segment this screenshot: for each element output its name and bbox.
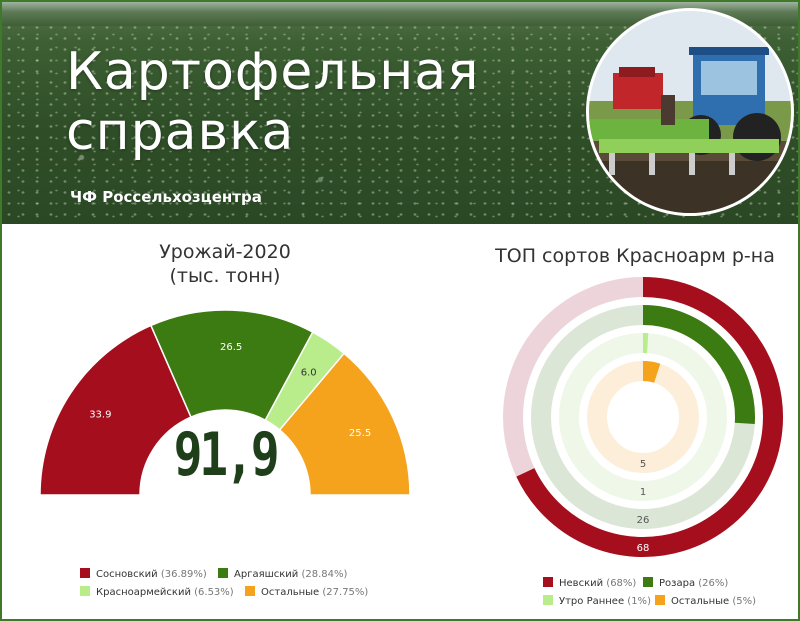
harvest-chart-title: Урожай-2020 (тыс. тонн) <box>110 240 340 288</box>
legend-percent: (27.75%) <box>322 587 369 598</box>
legend-percent: (36.89%) <box>160 569 207 580</box>
slice-0[interactable] <box>39 324 192 496</box>
ring-bar-3[interactable] <box>642 361 661 383</box>
ring-track-3 <box>587 361 699 473</box>
ring-value-label-0: 68 <box>637 543 650 554</box>
legend-item-sosnovsky[interactable]: Сосновский (36.89%) <box>80 568 207 580</box>
legend-label: Сосновский <box>96 569 158 580</box>
legend-percent: (26%) <box>698 578 729 589</box>
varieties-radial-bar-chart: 68 26 1 5 <box>503 277 783 557</box>
legend-percent: (6.53%) <box>194 587 234 598</box>
ring-value-label-1: 26 <box>637 515 650 526</box>
legend-swatch <box>655 595 665 605</box>
harvest-chart-title-text: Урожай-2020 <box>159 241 291 263</box>
page-subtitle: ЧФ Россельхозцентра <box>70 188 262 206</box>
legend-item-utro-rannee[interactable]: Утро Раннее (1%) <box>543 595 651 607</box>
varieties-chart-title: ТОП сортов Красноарм р-на <box>495 245 775 267</box>
legend-label: Остальные <box>671 596 730 607</box>
slice-label-1: 26.5 <box>220 342 242 353</box>
slice-label-3: 25.5 <box>349 428 371 439</box>
legend-item-others[interactable]: Остальные (27.75%) <box>245 586 368 598</box>
legend-label: Утро Раннее <box>559 596 625 607</box>
legend-label: Аргаяшский <box>234 569 299 580</box>
legend-label: Красноармейский <box>96 587 191 598</box>
legend-swatch <box>643 577 653 587</box>
legend-label: Остальные <box>261 587 320 598</box>
ring-bar-0[interactable] <box>516 277 783 557</box>
legend-swatch <box>543 577 553 587</box>
legend-swatch <box>218 568 228 578</box>
legend-swatch <box>80 586 90 596</box>
legend-item-rozara[interactable]: Розара (26%) <box>643 577 728 589</box>
harvest-half-donut-chart: 33.9 26.5 6.0 25.5 <box>39 309 411 496</box>
page-title-line1: Картофельная <box>66 42 480 102</box>
harvest-chart-subtitle: (тыс. тонн) <box>169 265 281 287</box>
legend-swatch <box>245 586 255 596</box>
legend-item-argayash[interactable]: Аргаяшский (28.84%) <box>218 568 347 580</box>
page-title: Картофельная справка <box>66 42 479 162</box>
tractor-illustration <box>589 11 791 213</box>
legend-item-krasnoarmeysky[interactable]: Красноармейский (6.53%) <box>80 586 234 598</box>
legend-percent: (68%) <box>606 578 637 589</box>
legend-label: Невский <box>559 578 604 589</box>
legend-percent: (5%) <box>732 596 757 607</box>
legend-percent: (28.84%) <box>301 569 348 580</box>
slice-label-0: 33.9 <box>89 409 111 420</box>
legend-item-others-varieties[interactable]: Остальные (5%) <box>655 595 756 607</box>
legend-item-nevsky[interactable]: Невский (68%) <box>543 577 636 589</box>
slice-label-2: 6.0 <box>301 368 317 379</box>
ring-value-label-2: 1 <box>640 487 646 498</box>
legend-label: Розара <box>659 578 696 589</box>
ring-bar-1[interactable] <box>642 305 755 425</box>
page-title-line2: справка <box>66 102 295 162</box>
tractor-photo <box>586 8 794 216</box>
slice-3[interactable] <box>278 352 411 496</box>
legend-swatch <box>80 568 90 578</box>
harvest-total: 91,9 <box>173 420 280 490</box>
ring-value-label-3: 5 <box>640 459 646 470</box>
legend-percent: (1%) <box>627 596 651 607</box>
legend-swatch <box>543 595 553 605</box>
